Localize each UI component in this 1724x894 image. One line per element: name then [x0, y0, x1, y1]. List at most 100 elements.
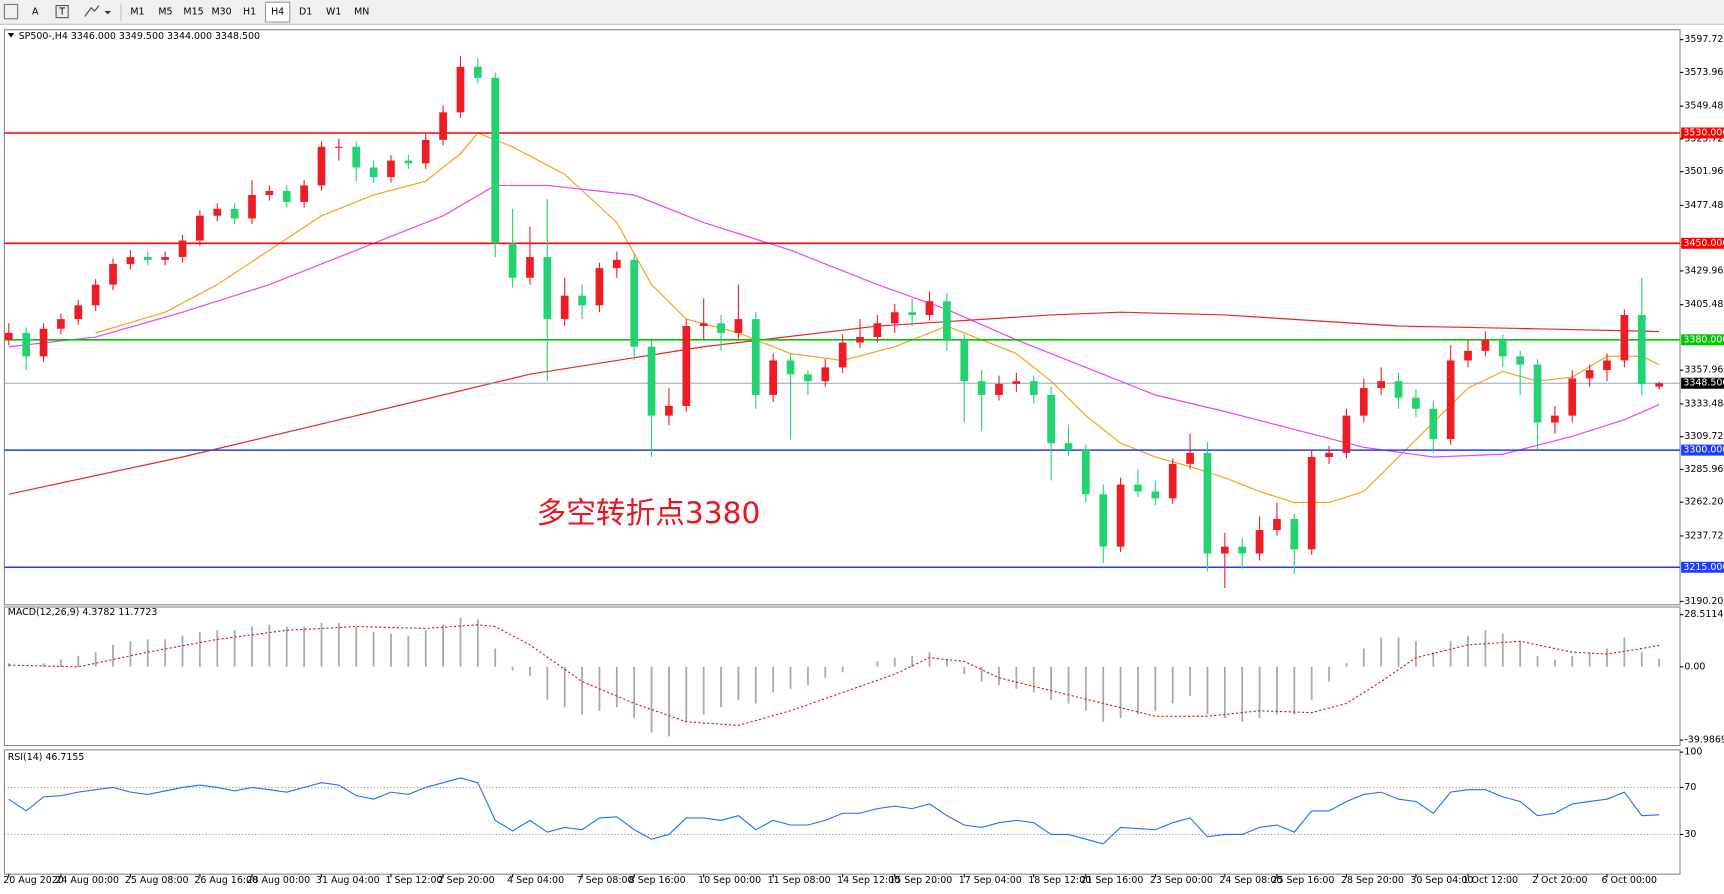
shapes-tool[interactable]	[84, 5, 100, 17]
candle-body	[1047, 394, 1055, 444]
candle-body	[1134, 484, 1142, 492]
moving-average	[8, 184, 1660, 458]
timeframe-button[interactable]: D1	[299, 7, 312, 18]
macd-bar	[1102, 666, 1105, 722]
x-tick-label: 2 Sep 20:00	[438, 875, 495, 886]
label-tool[interactable]: T	[58, 7, 65, 18]
candle-body	[282, 190, 291, 202]
candle-body	[1446, 360, 1455, 440]
cursor-icon[interactable]	[3, 3, 19, 20]
last-price-label: 3348.500	[1683, 378, 1724, 389]
macd-bar	[494, 648, 497, 667]
candle-body	[1342, 415, 1351, 453]
timeframe-button[interactable]: H4	[271, 7, 284, 18]
macd-bar	[1032, 666, 1035, 693]
text-tool[interactable]: A	[32, 7, 39, 18]
macd-bar	[1432, 652, 1435, 667]
macd-bar	[1397, 637, 1400, 667]
toolbar-buttons: A T M1 M5 M15 M30 H1 H4 D1 W1 MN	[3, 1, 369, 23]
candle-body	[1099, 494, 1108, 547]
candle-body	[1029, 381, 1038, 395]
symbol-menu-arrow[interactable]	[7, 33, 15, 38]
candle-body	[404, 160, 413, 164]
timeframe-button[interactable]: H1	[243, 7, 256, 18]
level-tag	[1681, 444, 1724, 456]
candle-body	[248, 195, 256, 219]
level-label: 3530.000	[1683, 128, 1724, 139]
dropdown-arrow[interactable]	[104, 11, 112, 15]
candle-body	[39, 328, 48, 357]
label-tool-frame[interactable]	[55, 5, 69, 19]
macd-bar	[998, 666, 1000, 686]
rsi-line	[8, 777, 1660, 845]
timeframe-button[interactable]: M1	[130, 7, 144, 18]
macd-bar	[320, 622, 323, 667]
macd-bar	[1623, 637, 1626, 667]
y-tick-label: 3357.960	[1684, 365, 1724, 376]
macd-bar	[1536, 655, 1539, 667]
candle-body	[421, 139, 430, 164]
macd-bar	[285, 626, 288, 667]
timeframe-button[interactable]: M5	[158, 7, 172, 18]
macd-bar	[1415, 641, 1417, 667]
macd-bar	[720, 666, 722, 708]
macd-bar	[1571, 655, 1574, 667]
macd-bar	[199, 632, 201, 667]
candle-body	[925, 301, 934, 315]
active-timeframe[interactable]	[264, 1, 291, 23]
macd-bar	[1449, 641, 1452, 667]
panel-title: RSI(14) 46.7155	[8, 752, 85, 763]
x-tick-label: 4 Sep 04:00	[507, 875, 564, 886]
candle-body	[769, 360, 778, 395]
timeframe-button[interactable]: W1	[326, 7, 341, 18]
x-tick-label: 1 Sep 12:00	[385, 875, 442, 886]
candle-body	[751, 319, 760, 395]
y-tick-label: 30	[1684, 829, 1696, 840]
candle-body	[977, 381, 986, 395]
toolbar	[0, 0, 1724, 25]
timeframe-button[interactable]: MN	[354, 7, 369, 18]
macd-bar	[911, 655, 914, 667]
x-tick-label: 21 Sep 16:00	[1080, 875, 1143, 886]
macd-bar	[442, 624, 444, 667]
macd-bar	[1015, 666, 1018, 689]
macd-bar	[1501, 633, 1504, 667]
macd-panel	[3, 606, 1681, 747]
y-tick-label: 3573.960	[1684, 67, 1724, 78]
macd-bar	[337, 622, 340, 667]
macd-bar	[1050, 666, 1052, 700]
macd-bar	[946, 659, 948, 667]
macd-bar	[529, 666, 531, 676]
candle-body	[838, 342, 847, 368]
candle-body	[57, 319, 65, 329]
macd-bar	[1345, 663, 1348, 667]
macd-bar	[650, 666, 653, 733]
macd-bar	[1640, 652, 1643, 667]
x-tick-label: 2 Oct 20:00	[1532, 875, 1588, 886]
timeframe-button[interactable]: M30	[211, 7, 231, 18]
y-tick-label: 70	[1684, 782, 1696, 793]
candle-body	[317, 146, 326, 186]
macd-bar	[268, 624, 271, 667]
macd-bar	[633, 666, 636, 719]
macd-bar	[1519, 641, 1522, 667]
last-price-tag	[1681, 377, 1724, 389]
timeframe-button[interactable]: M15	[183, 7, 203, 18]
macd-bar	[355, 626, 358, 667]
candle-body	[1498, 339, 1507, 357]
candle-body	[1429, 408, 1438, 440]
macd-bar	[1467, 635, 1469, 667]
candle-body	[821, 367, 830, 382]
macd-bar	[60, 659, 62, 667]
macd-bar	[511, 666, 514, 671]
macd-bar	[928, 652, 931, 667]
candle-body	[717, 323, 725, 333]
candle-body	[1412, 397, 1420, 409]
x-tick-label: 8 Sep 16:00	[629, 875, 686, 886]
annotation: 多空转折点3380	[537, 495, 761, 530]
level-label: 3380.000	[1683, 334, 1724, 345]
chart-layer: SP500-,H4 3346.000 3349.500 3344.000 334…	[3, 31, 1724, 886]
macd-bar	[807, 666, 809, 686]
candle-body	[508, 243, 517, 278]
candle-body	[543, 257, 552, 320]
